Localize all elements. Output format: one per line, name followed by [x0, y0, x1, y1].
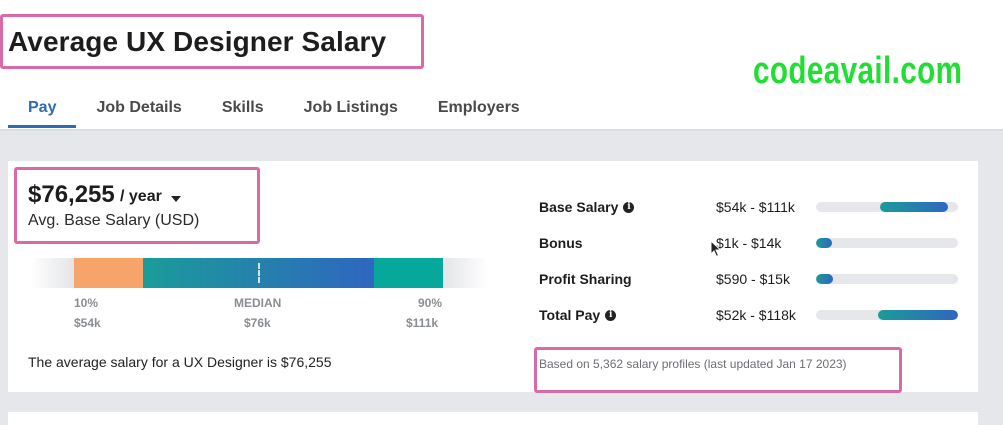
page-title: Average UX Designer Salary — [8, 26, 387, 57]
distribution-bar-fade-left — [30, 258, 74, 288]
distribution-segment-low — [74, 258, 143, 288]
salary-summary: The average salary for a UX Designer is … — [28, 354, 332, 370]
pay-row-label-text: Total Pay — [539, 307, 601, 323]
chevron-down-icon[interactable] — [171, 196, 181, 202]
watermark: codeavail.com — [753, 50, 963, 92]
highlight-box-salary — [14, 167, 260, 244]
pay-row-range: $590 - $15k — [716, 271, 790, 287]
tab-bar: Pay Job Details Skills Job Listings Empl… — [8, 96, 540, 130]
tab-job-details[interactable]: Job Details — [96, 99, 182, 116]
median-label: MEDIAN — [234, 296, 282, 310]
pay-row-range: $52k - $118k — [716, 307, 796, 323]
tab-pay[interactable]: Pay — [8, 96, 77, 128]
pay-range-track — [816, 202, 958, 212]
pay-range-fill — [879, 202, 949, 212]
info-icon[interactable]: i — [623, 201, 635, 213]
pay-range-track — [816, 310, 958, 320]
tab-employers[interactable]: Employers — [437, 99, 520, 116]
pay-row-label-text: Bonus — [539, 235, 583, 251]
high-percentile-label: 90% — [418, 296, 443, 310]
cropped-text-fragment — [120, 0, 200, 2]
distribution-segment-high — [374, 258, 443, 288]
pay-row-range: $1k - $14k — [716, 235, 782, 251]
low-percentile-label: 10% — [74, 296, 99, 310]
footnote: Based on 5,362 salary profiles (last upd… — [539, 357, 847, 371]
pay-row-label-text: Base Salary — [539, 199, 619, 215]
median-value: $76k — [244, 316, 271, 330]
highlight-box-footnote — [534, 347, 902, 393]
salary-caption: Avg. Base Salary (USD) — [28, 212, 200, 229]
next-card — [8, 412, 978, 425]
pay-row-label-profit-sharing: Profit Sharing — [539, 271, 632, 287]
pay-row-label-bonus: Bonus — [539, 235, 583, 251]
distribution-bar-fade-right — [443, 258, 489, 288]
pay-range-track — [816, 274, 958, 284]
salary-amount: $76,255 — [28, 181, 115, 208]
info-icon[interactable]: i — [605, 309, 617, 321]
pay-range-track — [816, 238, 958, 248]
mouse-cursor-icon — [710, 240, 722, 258]
pay-range-fill — [816, 274, 834, 284]
pay-range-fill — [816, 238, 832, 248]
median-marker — [258, 263, 260, 283]
low-percentile-value: $54k — [74, 316, 101, 330]
pay-row-label-text: Profit Sharing — [539, 271, 632, 287]
pay-row-label-base-salary: Base Salary i — [539, 199, 635, 215]
tab-skills[interactable]: Skills — [221, 99, 264, 116]
highlight-box-title — [0, 14, 424, 69]
tab-divider — [0, 129, 1003, 131]
pay-range-fill — [878, 310, 958, 320]
pay-row-range: $54k - $111k — [716, 199, 795, 215]
salary-period-selector[interactable]: / year — [120, 188, 162, 205]
tab-job-listings[interactable]: Job Listings — [303, 99, 398, 116]
pay-row-label-total-pay: Total Pay i — [539, 307, 617, 323]
high-percentile-value: $111k — [406, 316, 439, 330]
